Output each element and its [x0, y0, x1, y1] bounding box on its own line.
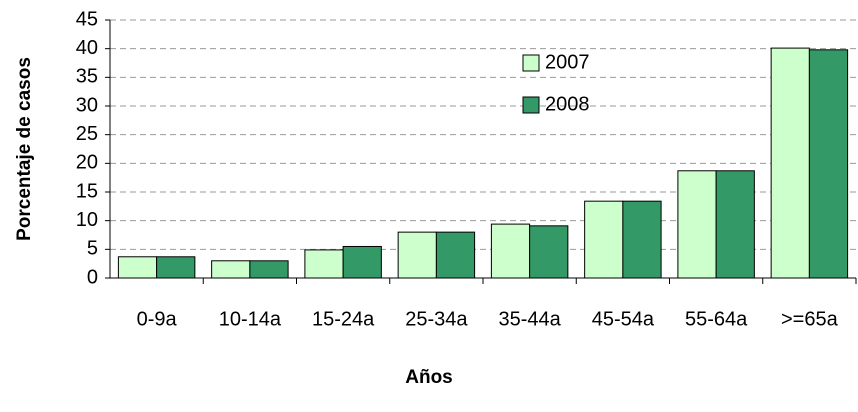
x-tick-label: >=65a	[781, 308, 839, 330]
x-tick-label: 15-24a	[312, 308, 375, 330]
bar	[584, 200, 624, 279]
y-tick-label: 0	[87, 266, 98, 288]
legend-label: 2008	[545, 93, 590, 115]
bar	[529, 225, 569, 279]
y-tick-label: 5	[87, 238, 98, 260]
y-tick-label: 20	[76, 152, 98, 174]
x-tick-label: 0-9a	[137, 308, 178, 330]
bar	[397, 231, 437, 279]
bar	[117, 256, 158, 279]
bar	[808, 49, 849, 279]
bar	[490, 223, 531, 279]
x-axis-title: Años	[405, 367, 453, 388]
bar	[770, 47, 810, 279]
y-axis-title: Porcentaje de casos	[14, 57, 35, 241]
y-tick-label: 40	[76, 37, 98, 59]
y-tick-label: 30	[76, 94, 98, 116]
bar	[435, 231, 476, 279]
bar	[304, 249, 344, 279]
bar	[342, 245, 382, 279]
x-tick-label: 25-34a	[405, 308, 468, 330]
y-tick-label: 35	[76, 66, 98, 88]
x-tick-label: 10-14a	[219, 308, 282, 330]
bar	[156, 256, 196, 279]
bar	[622, 200, 662, 279]
bar	[715, 170, 755, 279]
y-tick-label: 25	[76, 123, 98, 145]
y-tick-label: 10	[76, 209, 98, 231]
bar	[249, 260, 289, 279]
x-tick-label: 55-64a	[685, 308, 748, 330]
legend-swatch	[522, 96, 540, 114]
bar	[677, 170, 717, 279]
legend-label: 2007	[545, 51, 590, 73]
bar	[211, 260, 251, 279]
x-tick-label: 35-44a	[498, 308, 561, 330]
x-tick-label: 45-54a	[592, 308, 655, 330]
legend-swatch	[522, 54, 540, 72]
y-tick-label: 15	[76, 180, 98, 202]
y-tick-label: 45	[76, 8, 98, 30]
